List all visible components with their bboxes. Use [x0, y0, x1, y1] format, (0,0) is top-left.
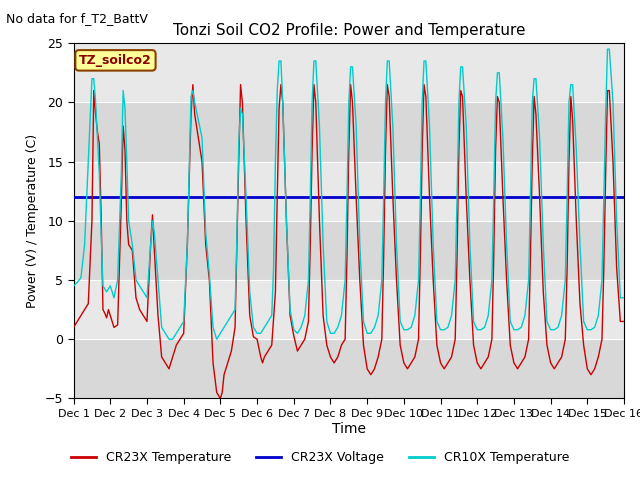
Y-axis label: Power (V) / Temperature (C): Power (V) / Temperature (C) [26, 134, 39, 308]
Bar [74, 280, 624, 339]
Bar [74, 43, 624, 102]
Text: No data for f_T2_BattV: No data for f_T2_BattV [6, 12, 148, 25]
Bar [74, 221, 624, 280]
Legend: CR23X Temperature, CR23X Voltage, CR10X Temperature: CR23X Temperature, CR23X Voltage, CR10X … [66, 446, 574, 469]
X-axis label: Time: Time [332, 421, 366, 435]
Text: TZ_soilco2: TZ_soilco2 [79, 54, 152, 67]
Bar [74, 339, 624, 398]
Bar [74, 162, 624, 221]
Bar [74, 102, 624, 162]
Title: Tonzi Soil CO2 Profile: Power and Temperature: Tonzi Soil CO2 Profile: Power and Temper… [173, 23, 525, 38]
